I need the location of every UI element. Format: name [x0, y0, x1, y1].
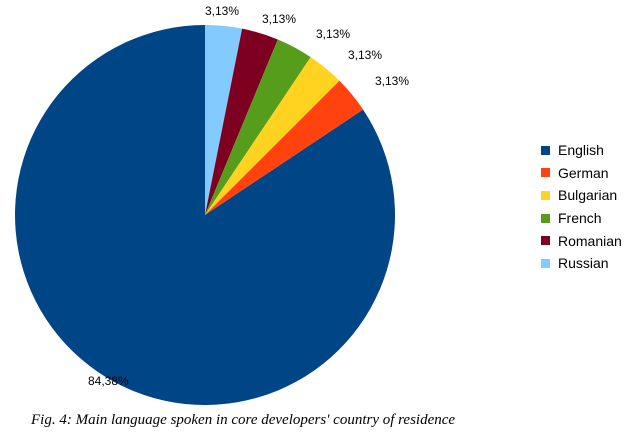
legend-swatch	[541, 168, 550, 178]
pie-slice-romanian	[205, 28, 278, 215]
data-label-russian: 3,13%	[205, 4, 239, 18]
legend-item-bulgarian: Bulgarian	[541, 184, 622, 207]
data-label-english: 84,38%	[88, 374, 129, 388]
data-label-bulgarian: 3,13%	[348, 48, 382, 62]
pie-slice-english	[14, 25, 395, 405]
pie-slices	[14, 25, 395, 405]
legend-label: Romanian	[558, 232, 622, 249]
pie-chart: 3,13% 3,13% 3,13% 3,13% 3,13% 84,38%	[14, 4, 409, 405]
legend-item-english: English	[541, 139, 622, 162]
legend-label: Bulgarian	[558, 187, 618, 204]
legend-item-german: German	[541, 162, 622, 185]
pie-slice-bulgarian	[205, 57, 340, 216]
legend-swatch	[541, 190, 550, 200]
pie-slice-french	[205, 39, 311, 216]
legend-label: German	[558, 164, 609, 181]
legend: English German Bulgarian French Romanian Russ…	[541, 139, 622, 275]
data-labels: 3,13% 3,13% 3,13% 3,13% 3,13% 84,38%	[88, 4, 409, 388]
legend-swatch	[541, 236, 550, 246]
legend-item-french: French	[541, 207, 622, 230]
legend-label: English	[558, 142, 604, 159]
legend-item-russian: Russian	[541, 252, 622, 275]
legend-swatch	[541, 258, 550, 268]
data-label-french: 3,13%	[316, 27, 350, 41]
data-label-german: 3,13%	[375, 74, 409, 88]
legend-item-romanian: Romanian	[541, 229, 622, 252]
legend-label: Russian	[558, 255, 609, 272]
legend-swatch	[541, 213, 550, 223]
pie-slice-russian	[205, 25, 243, 215]
legend-swatch	[541, 145, 550, 155]
figure-caption: Fig. 4: Main language spoken in core dev…	[31, 412, 456, 428]
legend-label: French	[558, 210, 602, 227]
pie-slice-german	[205, 80, 364, 215]
data-label-romanian: 3,13%	[262, 12, 296, 26]
